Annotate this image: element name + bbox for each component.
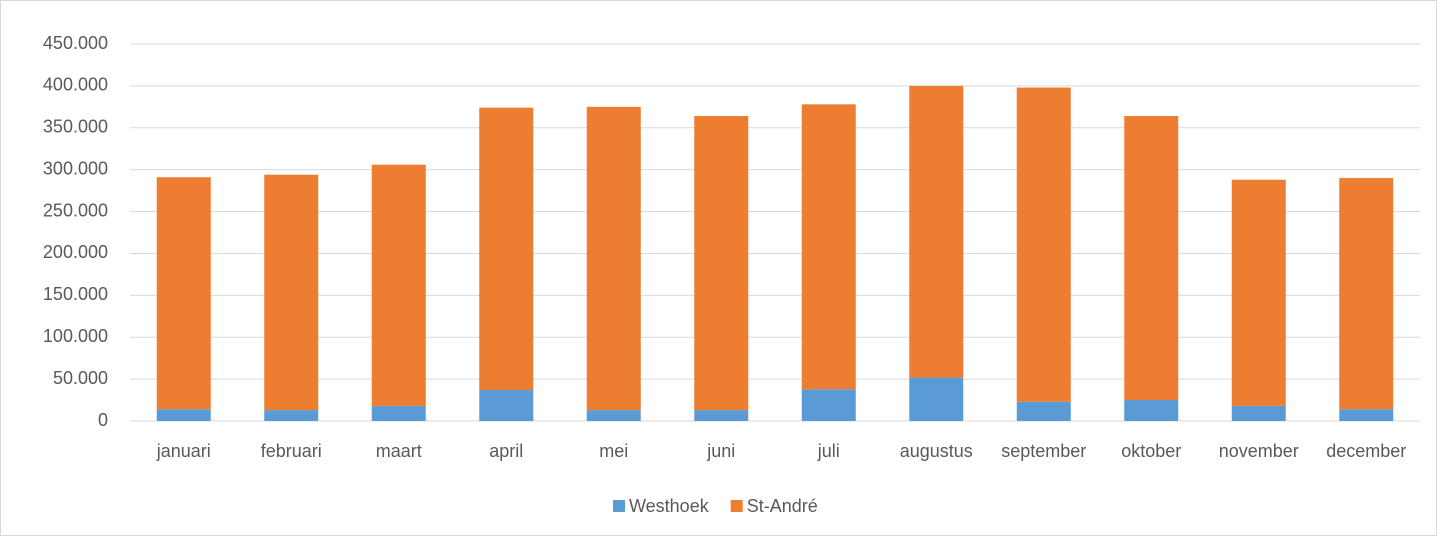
bar-segment: [371, 405, 426, 421]
bar-segment: [479, 390, 534, 421]
bar-segment: [694, 116, 749, 411]
bar-segment: [264, 174, 319, 411]
bar-segment: [801, 389, 856, 421]
bar-segment: [1339, 409, 1394, 421]
bar-segment: [1231, 405, 1286, 421]
y-tick-label: 150.000: [43, 284, 108, 304]
y-tick-label: 200.000: [43, 242, 108, 262]
y-tick-label: 400.000: [43, 75, 108, 95]
y-tick-label: 300.000: [43, 158, 108, 178]
y-tick-label: 450.000: [43, 33, 108, 53]
x-tick-label: oktober: [1121, 441, 1181, 461]
bar-segment: [156, 409, 211, 421]
bar-segment: [479, 107, 534, 391]
bar-segment: [371, 164, 426, 406]
y-tick-label: 250.000: [43, 200, 108, 220]
x-tick-label: juli: [817, 441, 840, 461]
bar-segment: [1124, 116, 1179, 401]
y-tick-label: 50.000: [53, 368, 108, 388]
x-tick-label: februari: [261, 441, 322, 461]
legend-label: St-André: [747, 496, 818, 516]
x-tick-label: april: [489, 441, 523, 461]
bar-segment: [1124, 400, 1179, 421]
bar-segment: [694, 410, 749, 421]
bar-segment: [156, 177, 211, 410]
x-tick-label: mei: [599, 441, 628, 461]
x-tick-label: september: [1001, 441, 1086, 461]
bar-segment: [1016, 87, 1071, 402]
bar-segment: [1339, 178, 1394, 410]
x-tick-label: januari: [156, 441, 211, 461]
x-tick-label: juni: [706, 441, 735, 461]
x-tick-label: december: [1326, 441, 1406, 461]
bar-segment: [586, 410, 641, 421]
y-tick-label: 100.000: [43, 326, 108, 346]
x-tick-label: augustus: [900, 441, 973, 461]
bar-segment: [909, 85, 964, 378]
bar-segment: [264, 410, 319, 421]
bar-segment: [586, 106, 641, 411]
legend-swatch: [730, 500, 743, 512]
bar-segment: [909, 377, 964, 421]
x-tick-label: november: [1219, 441, 1299, 461]
bar-segment: [1231, 179, 1286, 406]
y-tick-label: 350.000: [43, 117, 108, 137]
legend-label: Westhoek: [629, 496, 710, 516]
x-tick-label: maart: [376, 441, 422, 461]
legend-swatch: [613, 500, 625, 512]
bar-segment: [1016, 401, 1071, 421]
y-tick-label: 0: [98, 410, 108, 430]
bar-segment: [801, 104, 856, 390]
